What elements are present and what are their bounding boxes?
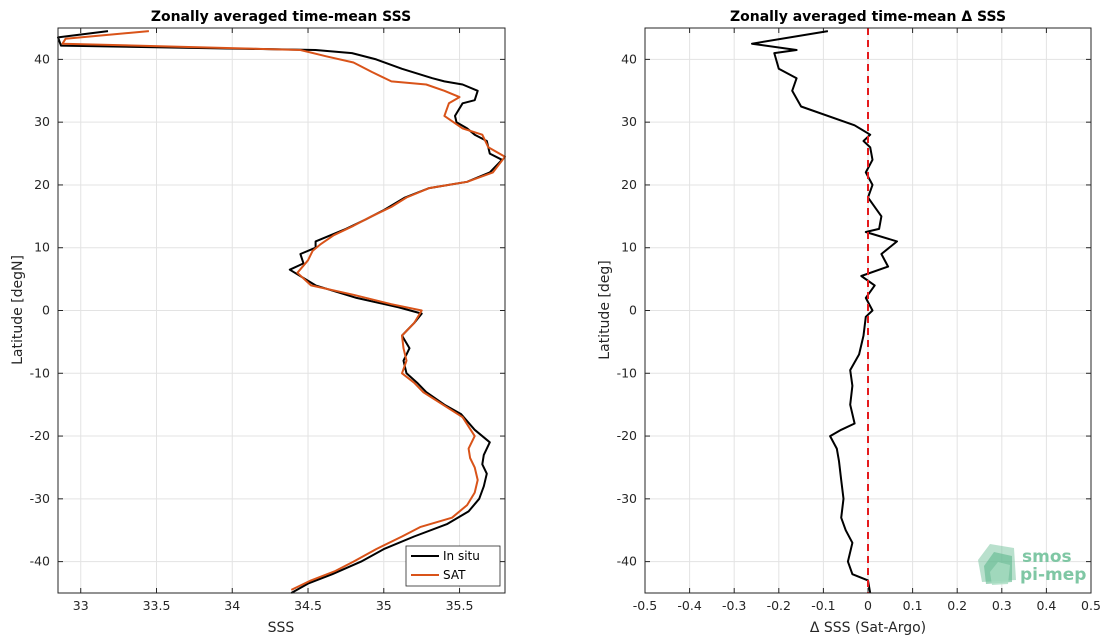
y-tick-label: -20 xyxy=(617,428,637,443)
plot-frame xyxy=(57,27,506,594)
series-lines xyxy=(57,30,506,594)
x-tick-label: 34.5 xyxy=(294,598,322,613)
x-tick-label: -0.4 xyxy=(677,598,701,613)
x-tick-label: 0.4 xyxy=(1036,598,1056,613)
sss-profile-chart: 33 33.5 34 34.5 35 35.5-40-30-20-10010203040 … xyxy=(10,9,506,636)
y-tick-label: -10 xyxy=(30,365,50,380)
x-tick-label: -0.3 xyxy=(722,598,746,613)
x-tick-label: 35 xyxy=(376,598,392,613)
x-tick-label: 0 xyxy=(864,598,872,613)
logo-shape-front xyxy=(990,562,1010,585)
y-tick-label: -10 xyxy=(617,365,637,380)
series-lines xyxy=(751,28,898,594)
logo-text-smos: smos xyxy=(1022,547,1072,567)
y-tick-label: 10 xyxy=(34,240,50,255)
grid xyxy=(644,28,1092,593)
y-tick-label: 30 xyxy=(34,114,50,129)
y-tick-label: 0 xyxy=(42,303,50,318)
y-tick-label: -20 xyxy=(30,428,50,443)
y-tick-label: 40 xyxy=(34,51,50,66)
y-tick-label: 0 xyxy=(629,303,637,318)
y-axis-label: Latitude [degN] xyxy=(10,255,26,365)
y-tick-label: 20 xyxy=(34,177,50,192)
x-tick-label: -0.2 xyxy=(767,598,791,613)
tick-labels: -0.5 -0.4 -0.3 -0.2 -0.1 0 0.1 0.2 0.3 0.4 0.5 -40 -… xyxy=(617,51,1101,613)
x-tick-label: 0.1 xyxy=(903,598,923,613)
y-axis-label: Latitude [deg] xyxy=(597,260,613,359)
delta-sss-series-line xyxy=(751,30,898,594)
y-tick-label: 10 xyxy=(621,240,637,255)
x-tick-label: 0.2 xyxy=(947,598,967,613)
delta-sss-chart: -0.5 -0.4 -0.3 -0.2 -0.1 0 0.1 0.2 0.3 0.4 0.5 -40 -… xyxy=(597,9,1101,636)
tick-labels: 33 33.5 34 34.5 35 35.5 -40 -30 -20 -10 0 10 20 30 40 xyxy=(30,51,474,613)
y-tick-label: -40 xyxy=(617,554,637,569)
y-tick-label: -30 xyxy=(617,491,637,506)
logo-text-pi-mep: pi-mep xyxy=(1020,565,1086,585)
sat-series-line xyxy=(61,30,506,591)
smos-pi-mep-logo: smos pi-mep xyxy=(978,544,1086,585)
y-tick-label: 40 xyxy=(621,51,637,66)
x-axis-label: SSS xyxy=(268,620,295,636)
y-tick-label: 30 xyxy=(621,114,637,129)
x-tick-label: 33.5 xyxy=(143,598,171,613)
y-tick-label: -40 xyxy=(30,554,50,569)
legend: In situ SAT xyxy=(405,545,501,587)
x-tick-label: 0.3 xyxy=(992,598,1012,613)
legend-label-in-situ: In situ xyxy=(443,549,480,563)
x-tick-label: -0.5 xyxy=(633,598,657,613)
chart-title: Zonally averaged time-mean SSS xyxy=(151,9,411,25)
x-tick-label: -0.1 xyxy=(811,598,835,613)
x-tick-label: 33 xyxy=(73,598,89,613)
legend-label-sat: SAT xyxy=(443,568,466,582)
x-tick-label: 34 xyxy=(224,598,240,613)
plot-frame xyxy=(644,27,1092,594)
in-situ-series-line xyxy=(57,30,503,594)
y-tick-label: -30 xyxy=(30,491,50,506)
x-axis-label: Δ SSS (Sat-Argo) xyxy=(810,620,926,636)
x-tick-label: 0.5 xyxy=(1081,598,1101,613)
legend-box xyxy=(405,545,501,587)
x-tick-label: 35.5 xyxy=(446,598,474,613)
chart-title: Zonally averaged time-mean Δ SSS xyxy=(730,9,1006,25)
y-tick-label: 20 xyxy=(621,177,637,192)
